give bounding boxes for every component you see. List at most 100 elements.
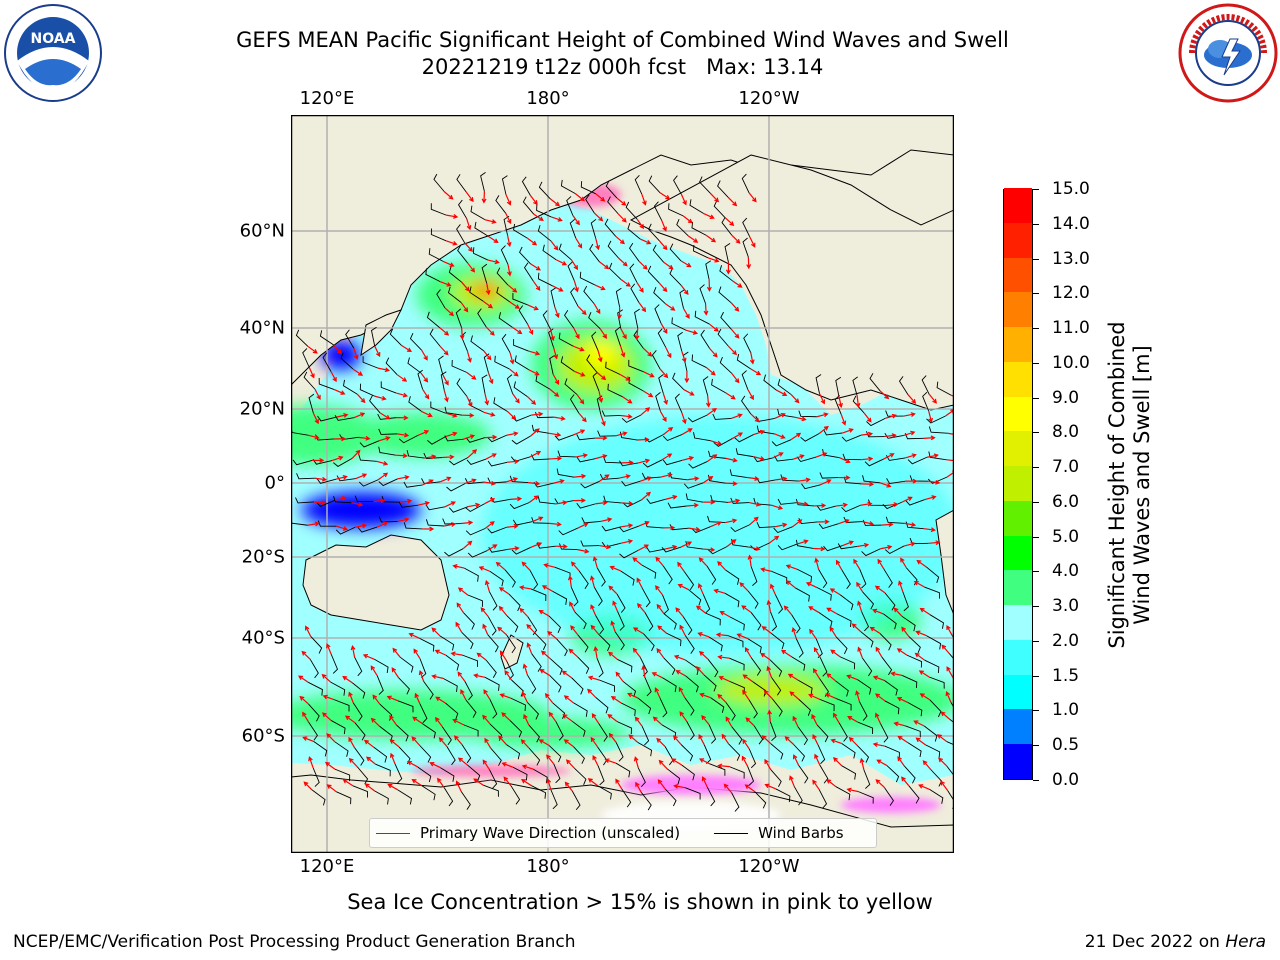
colorbar-segment <box>1004 187 1032 223</box>
wave-direction-arrow <box>555 259 568 266</box>
wind-barb <box>815 374 822 394</box>
wind-barb <box>928 426 948 434</box>
wind-barb <box>819 472 839 479</box>
wave-direction-arrow <box>541 585 553 592</box>
wind-barb <box>451 359 467 373</box>
wave-direction-arrow <box>506 264 512 277</box>
wind-barb <box>330 720 346 735</box>
wind-barb <box>706 787 716 807</box>
wind-barb <box>691 526 711 534</box>
wind-barb <box>858 791 874 804</box>
wind-barb <box>677 331 683 352</box>
wind-barb <box>318 378 335 391</box>
wave-direction-arrow <box>466 350 472 363</box>
wave-direction-arrow <box>485 434 498 440</box>
wind-barb <box>511 435 531 445</box>
wave-direction-arrow <box>673 735 682 745</box>
colorbar-segment <box>1004 291 1032 328</box>
wind-barb <box>588 311 601 330</box>
wind-barb <box>731 726 743 745</box>
wave-direction-arrow <box>307 345 318 354</box>
wave-direction-arrow <box>531 516 544 523</box>
wave-direction-arrow <box>321 712 332 721</box>
wind-barb <box>465 528 486 536</box>
wave-direction-arrow <box>521 691 528 703</box>
wave-direction-arrow <box>413 648 421 660</box>
wave-direction-arrow <box>506 235 512 248</box>
wave-direction-arrow <box>482 300 494 309</box>
wave-direction-arrow <box>608 651 618 660</box>
wind-barb <box>616 593 626 613</box>
wave-direction-arrow <box>660 472 673 478</box>
wave-direction-arrow <box>565 759 575 769</box>
wave-direction-arrow <box>604 758 617 764</box>
wind-barb <box>902 675 918 689</box>
wave-direction-arrow <box>481 191 487 204</box>
wave-direction-arrow <box>484 737 492 749</box>
wind-barb <box>508 593 521 612</box>
wind-barb <box>702 376 709 396</box>
wave-direction-arrow <box>919 607 931 616</box>
wave-direction-arrow <box>446 214 459 219</box>
wind-barb <box>657 328 667 348</box>
wave-direction-arrow <box>875 779 885 788</box>
wave-direction-arrow <box>913 581 925 588</box>
wave-direction-arrow <box>884 433 897 438</box>
wave-direction-arrow <box>538 739 550 747</box>
wave-direction-arrow <box>717 693 727 703</box>
wind-barb <box>687 414 708 423</box>
wave-direction-arrow <box>928 540 941 546</box>
wind-barb <box>552 702 566 719</box>
wave-direction-arrow <box>682 455 695 461</box>
wind-barb <box>713 438 733 447</box>
wind-barb <box>504 569 516 588</box>
wind-barb <box>375 763 391 777</box>
wind-barb <box>770 769 782 787</box>
wave-direction-arrow <box>574 473 587 479</box>
wind-barb <box>419 658 427 679</box>
wave-direction-arrow <box>684 370 690 384</box>
wave-direction-arrow <box>860 431 874 437</box>
wind-barb <box>905 725 921 738</box>
wind-barb <box>790 656 806 671</box>
wind-barb <box>570 587 579 607</box>
japan-land <box>360 309 402 357</box>
wind-barb <box>398 435 419 444</box>
wave-direction-arrow <box>501 762 514 768</box>
wind-barb <box>396 724 409 742</box>
wave-direction-arrow <box>577 548 590 554</box>
wind-barb <box>816 724 829 743</box>
wind-barb <box>599 679 615 692</box>
wave-direction-arrow <box>636 282 644 293</box>
wind-barb <box>775 594 784 614</box>
wave-direction-arrow <box>774 433 786 439</box>
wave-direction-arrow <box>627 692 639 699</box>
wind-barb <box>560 356 575 372</box>
wind-barb <box>461 744 472 764</box>
wave-direction-arrow <box>437 777 445 788</box>
wind-barb <box>597 785 612 800</box>
wave-direction-arrow <box>539 669 551 676</box>
wave-direction-arrow <box>796 501 809 507</box>
wind-barb <box>464 478 484 485</box>
wind-barb <box>510 697 526 712</box>
wave-direction-arrow <box>846 674 858 681</box>
wave-direction-arrow <box>397 475 410 480</box>
wind-barb <box>397 789 413 805</box>
wind-barb <box>421 785 436 801</box>
wind-barb <box>771 439 792 447</box>
wind-barb <box>923 725 938 742</box>
wave-direction-arrow <box>923 527 936 533</box>
wind-barb <box>727 635 744 648</box>
wind-barb <box>627 222 641 240</box>
wind-barb <box>447 286 462 303</box>
wave-direction-arrow <box>389 752 396 765</box>
wind-barb <box>467 594 483 607</box>
wind-barb <box>470 335 485 352</box>
wave-direction-arrow <box>811 713 818 726</box>
wave-direction-arrow <box>657 779 666 790</box>
wind-barb <box>550 789 558 810</box>
wave-direction-arrow <box>408 632 420 639</box>
wind-barb <box>465 503 485 513</box>
wave-direction-arrow <box>874 585 886 594</box>
